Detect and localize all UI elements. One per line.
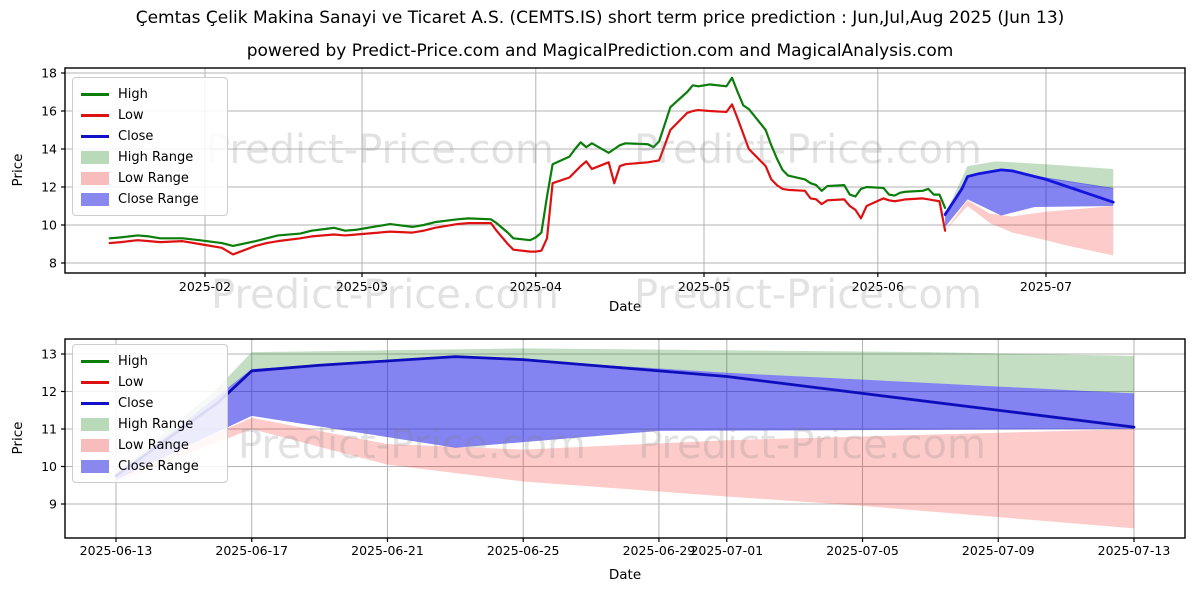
close-legend-line (81, 135, 109, 138)
x-tick-label: 2025-06-29 (623, 543, 696, 558)
legend-item-high-range: High Range (81, 147, 219, 168)
close-range-legend-swatch (81, 460, 109, 473)
x-tick-label: 2025-07 (1020, 279, 1072, 294)
figure-subtitle: powered by Predict-Price.com and Magical… (246, 41, 954, 61)
y-tick-label: 10 (41, 218, 57, 233)
y-tick-label: 8 (49, 256, 57, 271)
y-tick-label: 10 (41, 459, 57, 474)
watermark-text: Predict-Price.com (638, 422, 986, 468)
low-range-band (945, 200, 1114, 256)
legend-label: Close (118, 396, 154, 411)
close-line (943, 168, 1115, 216)
legend-item-close-range: Close Range (81, 456, 219, 477)
x-tick-label: 2025-07-13 (1098, 543, 1171, 558)
legend-label: High Range (118, 417, 194, 432)
x-tick-label: 2025-03 (336, 279, 388, 294)
low-range-legend-swatch (81, 172, 109, 185)
watermark-text: Predict-Price.com (634, 127, 982, 173)
legend-item-high: High (81, 84, 219, 105)
x-tick-label: 2025-07-09 (962, 543, 1035, 558)
legend-item-high-range: High Range (81, 414, 219, 435)
legend-top-chart: High Low Close High Range Low Range Close Ran… (72, 77, 228, 216)
y-tick-label: 18 (41, 66, 57, 81)
high-legend-line (81, 93, 109, 96)
y-tick-label: 9 (49, 497, 57, 512)
legend-label: Low (118, 375, 144, 390)
close-range-band (116, 355, 1134, 480)
legend-label: Low Range (118, 438, 189, 453)
bottom-chart: 2025-06-13 2025-06-17 2025-06-21 2025-06-25… (10, 338, 1186, 583)
x-tick-label: 2025-06-21 (351, 543, 424, 558)
low-range-legend-swatch (81, 439, 109, 452)
y-axis-label: Price (10, 422, 26, 455)
close-range-band (945, 168, 1114, 227)
legend-bottom-chart: High Low Close High Range Low Range Close Ran… (72, 344, 228, 483)
legend-item-low: Low (81, 105, 219, 126)
close-legend-line (81, 402, 109, 405)
x-tick-label: 2025-06-25 (487, 543, 560, 558)
top-chart: 2025-02 2025-03 2025-04 2025-05 2025-06 2025-… (10, 66, 1186, 315)
legend-label: Close Range (118, 459, 199, 474)
legend-label: Close Range (118, 192, 199, 207)
low-line (108, 103, 947, 256)
legend-label: Low (118, 108, 144, 123)
x-tick-label: 2025-06 (852, 279, 904, 294)
legend-item-low-range: Low Range (81, 168, 219, 189)
x-axis-label: Date (609, 299, 641, 315)
legend-label: High (118, 354, 148, 369)
high-range-band (116, 348, 1134, 476)
legend-label: Low Range (118, 171, 189, 186)
low-legend-line (81, 114, 109, 117)
legend-item-close: Close (81, 393, 219, 414)
x-tick-label: 2025-07-01 (690, 543, 763, 558)
low-legend-line (81, 381, 109, 384)
x-tick-label: 2025-05 (678, 279, 730, 294)
figure-title: Çemtas Çelik Makina Sanayi ve Ticaret A.… (135, 8, 1065, 28)
x-tick-label: 2025-06-17 (215, 543, 288, 558)
y-tick-label: 12 (41, 180, 57, 195)
axes-frame (64, 338, 1186, 539)
legend-item-low: Low (81, 372, 219, 393)
legend-item-high: High (81, 351, 219, 372)
legend-item-close-range: Close Range (81, 189, 219, 210)
legend-item-close: Close (81, 126, 219, 147)
x-tick-label: 2025-02 (179, 279, 231, 294)
axes-frame (64, 67, 1186, 274)
low-range-band (116, 417, 1134, 529)
watermark-text: Predict-Price.com (211, 272, 559, 318)
y-tick-label: 11 (41, 422, 57, 437)
legend-label: High Range (118, 150, 194, 165)
y-tick-label: 16 (41, 104, 57, 119)
high-range-legend-swatch (81, 418, 109, 431)
high-line (108, 76, 947, 247)
close-line (114, 355, 1136, 478)
close-range-legend-swatch (81, 193, 109, 206)
y-tick-label: 14 (41, 142, 57, 157)
x-axis-label: Date (609, 567, 641, 583)
y-axis-label: Price (10, 154, 26, 187)
y-tick-label: 12 (41, 384, 57, 399)
legend-label: Close (118, 129, 154, 144)
high-legend-line (81, 360, 109, 363)
watermark-text: Predict-Price.com (206, 127, 554, 173)
x-tick-label: 2025-04 (510, 279, 562, 294)
high-range-band (945, 161, 1114, 215)
x-tick-label: 2025-06-13 (80, 543, 153, 558)
high-range-legend-swatch (81, 151, 109, 164)
legend-item-low-range: Low Range (81, 435, 219, 456)
watermark-text: Predict-Price.com (634, 272, 982, 318)
watermark-text: Predict-Price.com (238, 422, 586, 468)
x-tick-label: 2025-07-05 (826, 543, 899, 558)
y-tick-label: 13 (41, 347, 57, 362)
legend-label: High (118, 87, 148, 102)
